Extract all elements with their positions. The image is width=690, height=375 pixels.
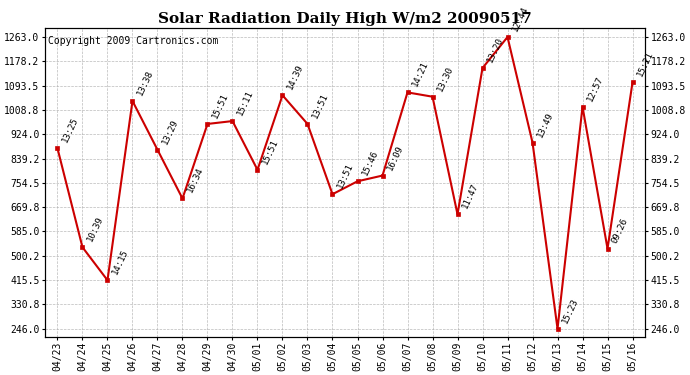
Text: 13:30: 13:30 <box>435 64 455 93</box>
Text: 16:34: 16:34 <box>185 166 205 194</box>
Text: 13:25: 13:25 <box>60 116 80 144</box>
Text: 12:44: 12:44 <box>511 5 530 33</box>
Text: 13:51: 13:51 <box>310 92 330 120</box>
Text: 15:51: 15:51 <box>210 92 230 120</box>
Text: 14:21: 14:21 <box>411 60 430 88</box>
Text: 15:51: 15:51 <box>260 138 279 166</box>
Text: 15:21: 15:21 <box>635 50 655 78</box>
Text: 13:49: 13:49 <box>535 110 555 138</box>
Text: 10:39: 10:39 <box>86 215 105 243</box>
Text: 09:26: 09:26 <box>610 216 630 244</box>
Text: 13:38: 13:38 <box>135 69 155 97</box>
Text: 14:15: 14:15 <box>110 248 130 276</box>
Text: 11:47: 11:47 <box>460 182 480 210</box>
Text: 16:09: 16:09 <box>385 143 405 171</box>
Text: 13:20: 13:20 <box>485 36 505 64</box>
Text: 15:23: 15:23 <box>560 296 580 324</box>
Text: 15:46: 15:46 <box>360 149 380 177</box>
Text: 15:11: 15:11 <box>235 89 255 117</box>
Title: Solar Radiation Daily High W/m2 20090517: Solar Radiation Daily High W/m2 20090517 <box>158 12 532 26</box>
Text: 13:29: 13:29 <box>160 117 180 146</box>
Text: 12:57: 12:57 <box>585 74 605 103</box>
Text: Copyright 2009 Cartronics.com: Copyright 2009 Cartronics.com <box>48 36 218 46</box>
Text: 13:51: 13:51 <box>335 162 355 190</box>
Text: 14:39: 14:39 <box>285 63 305 91</box>
